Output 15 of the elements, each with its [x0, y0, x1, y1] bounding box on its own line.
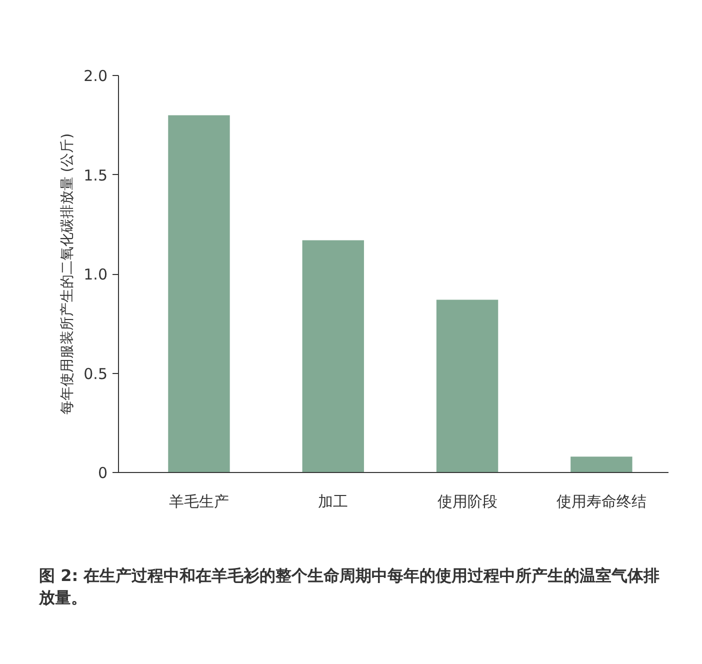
y-tick-label: 2.0	[84, 67, 108, 85]
caption: 图 2: 在生产过程中和在羊毛衫的整个生命周期中每年的使用过程中所产生的温室气体排放量。	[38, 565, 661, 610]
x-tick-label: 加工	[318, 492, 348, 510]
y-tick-label: 1.0	[84, 266, 108, 284]
y-tick-label: 0.5	[84, 364, 108, 383]
x-tick-label: 羊毛生产	[168, 492, 229, 510]
y-tick-label: 0	[98, 464, 108, 482]
bar	[168, 115, 230, 472]
y-axis-title: 每年使用服装所产生的二氧化碳排放量 (公斤)	[60, 133, 76, 415]
bar	[302, 240, 364, 472]
x-tick-label: 使用阶段	[437, 492, 498, 510]
y-tick-label: 1.5	[84, 166, 108, 184]
bar	[570, 456, 632, 472]
x-tick-label: 使用寿命终结	[556, 492, 646, 510]
bar	[436, 300, 498, 472]
